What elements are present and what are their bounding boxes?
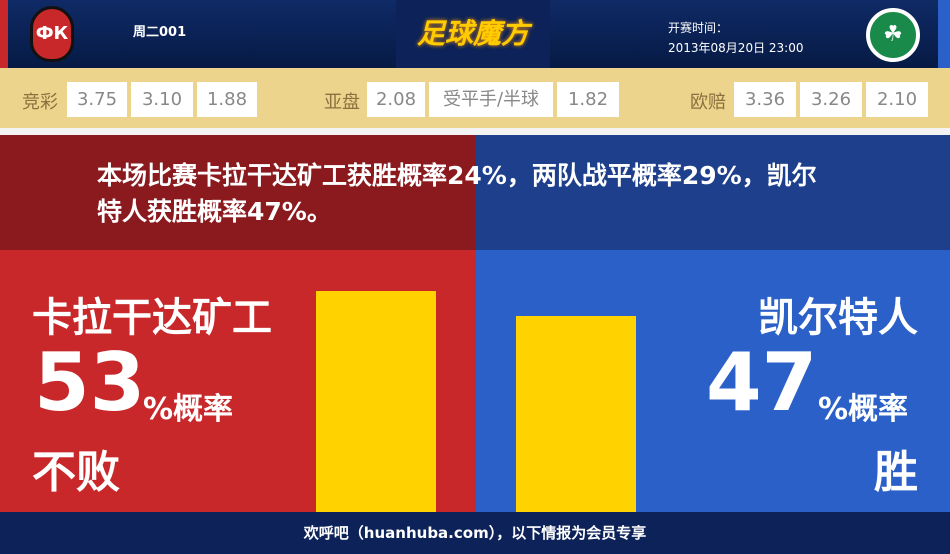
away-outcome: 胜 bbox=[874, 447, 918, 498]
oupei-odd: 3.36 bbox=[734, 82, 796, 117]
home-outcome: 不败 bbox=[32, 447, 120, 498]
home-color-stripe bbox=[0, 0, 8, 68]
kickoff: 开赛时间： 2013年08月20日 23:00 bbox=[668, 18, 803, 58]
match-number: 周二001 bbox=[133, 25, 187, 40]
oupei-label: 欧赔 bbox=[690, 92, 726, 113]
away-percent-unit: %概率 bbox=[818, 392, 909, 427]
header: ФК 周二001 足球魔方 开赛时间： 2013年08月20日 23:00 ☘ bbox=[0, 0, 950, 68]
home-percent: 53 bbox=[34, 336, 146, 429]
kickoff-time: 2013年08月20日 23:00 bbox=[668, 41, 804, 55]
yapan-odd: 1.82 bbox=[557, 82, 619, 117]
kickoff-label: 开赛时间： bbox=[668, 21, 729, 35]
away-probability-bar bbox=[516, 316, 636, 512]
summary-band-home bbox=[0, 135, 476, 250]
footer-banner[interactable]: 欢呼吧（huanhuba.com），以下情报为会员专享 bbox=[0, 512, 950, 554]
jingcai-label: 竞彩 bbox=[22, 92, 58, 113]
divider bbox=[0, 128, 950, 135]
home-team-name: 卡拉干达矿工 bbox=[32, 295, 272, 341]
away-color-stripe bbox=[938, 0, 950, 68]
home-percent-unit: %概率 bbox=[143, 392, 234, 427]
yapan-handicap: 受平手/半球 bbox=[429, 82, 553, 117]
oupei-odd: 2.10 bbox=[866, 82, 928, 117]
away-percent: 47 bbox=[706, 336, 818, 429]
home-team-logo: ФК bbox=[30, 6, 74, 62]
home-probability-bar bbox=[316, 291, 436, 512]
jingcai-odd: 3.10 bbox=[131, 82, 193, 117]
odds-bar: 竞彩 3.75 3.10 1.88 亚盘 2.08 受平手/半球 1.82 欧赔… bbox=[0, 68, 950, 128]
yapan-label: 亚盘 bbox=[324, 92, 360, 113]
brand-logo: 足球魔方 bbox=[396, 0, 550, 68]
yapan-odd: 2.08 bbox=[367, 82, 425, 117]
summary-text: 本场比赛卡拉干达矿工获胜概率24%，两队战平概率29%，凯尔特人获胜概率47%。 bbox=[97, 161, 817, 226]
jingcai-odd: 1.88 bbox=[197, 82, 257, 117]
summary-band-away bbox=[476, 135, 950, 250]
away-team-name: 凯尔特人 bbox=[758, 295, 918, 341]
jingcai-odd: 3.75 bbox=[67, 82, 127, 117]
away-team-logo: ☘ bbox=[866, 8, 920, 62]
oupei-odd: 3.26 bbox=[800, 82, 862, 117]
